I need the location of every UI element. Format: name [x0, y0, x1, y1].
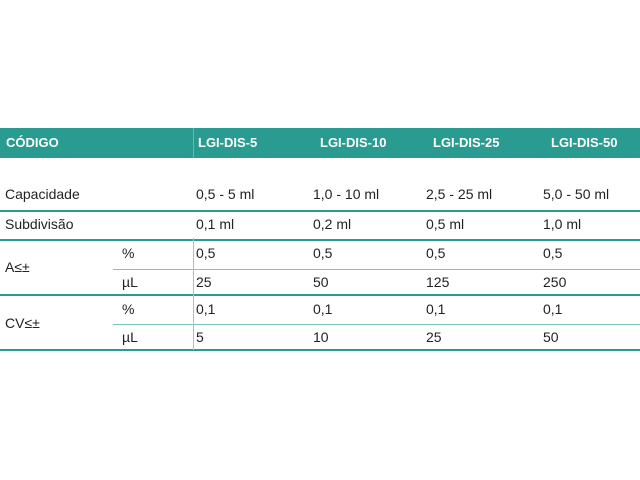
- cv-percent-value: 0,1: [543, 301, 563, 317]
- cv-percent-value: 0,1: [426, 301, 446, 317]
- cv-percent-value: 0,1: [313, 301, 333, 317]
- row-divider: [0, 239, 640, 241]
- cv-percent-unit: %: [122, 301, 135, 317]
- header-divider: [193, 128, 194, 158]
- accuracy-ul-value: 250: [543, 274, 567, 290]
- accuracy-label: A≤±: [5, 259, 30, 275]
- cv-ul-unit: µL: [122, 329, 138, 345]
- subdivision-value: 0,5 ml: [426, 216, 465, 232]
- header-model-4: LGI-DIS-50: [551, 135, 618, 150]
- spec-table: CÓDIGO LGI-DIS-5 LGI-DIS-10 LGI-DIS-25 L…: [0, 128, 640, 351]
- subdivision-value: 0,2 ml: [313, 216, 352, 232]
- accuracy-percent-unit: %: [122, 245, 135, 261]
- cv-ul-value: 5: [196, 329, 204, 345]
- header-model-3: LGI-DIS-25: [433, 135, 500, 150]
- row-divider: [0, 349, 640, 351]
- cv-percent-value: 0,1: [196, 301, 216, 317]
- cv-ul-value: 25: [426, 329, 442, 345]
- cv-ul-value: 50: [543, 329, 559, 345]
- capacity-label: Capacidade: [5, 186, 80, 202]
- accuracy-ul-unit: µL: [122, 274, 138, 290]
- header-model-2: LGI-DIS-10: [320, 135, 387, 150]
- capacity-value: 2,5 - 25 ml: [426, 186, 493, 202]
- header-model-1: LGI-DIS-5: [198, 135, 258, 150]
- accuracy-percent-value: 0,5: [313, 245, 333, 261]
- table-header: CÓDIGO LGI-DIS-5 LGI-DIS-10 LGI-DIS-25 L…: [0, 128, 640, 158]
- cv-label: CV≤±: [5, 315, 40, 331]
- capacity-value: 0,5 - 5 ml: [196, 186, 255, 202]
- header-code: CÓDIGO: [6, 135, 59, 150]
- accuracy-ul-value: 50: [313, 274, 329, 290]
- column-divider: [193, 238, 194, 350]
- accuracy-ul-value: 125: [426, 274, 450, 290]
- capacity-value: 1,0 - 10 ml: [313, 186, 380, 202]
- accuracy-percent-value: 0,5: [543, 245, 563, 261]
- row-divider: [0, 294, 640, 296]
- subdivision-value: 1,0 ml: [543, 216, 582, 232]
- sub-divider: [113, 324, 640, 325]
- capacity-value: 5,0 - 50 ml: [543, 186, 610, 202]
- cv-ul-value: 10: [313, 329, 329, 345]
- subdivision-value: 0,1 ml: [196, 216, 235, 232]
- accuracy-percent-value: 0,5: [426, 245, 446, 261]
- row-divider: [0, 210, 640, 212]
- accuracy-ul-value: 25: [196, 274, 212, 290]
- subdivision-label: Subdivisão: [5, 216, 74, 232]
- sub-divider: [113, 269, 640, 270]
- accuracy-percent-value: 0,5: [196, 245, 216, 261]
